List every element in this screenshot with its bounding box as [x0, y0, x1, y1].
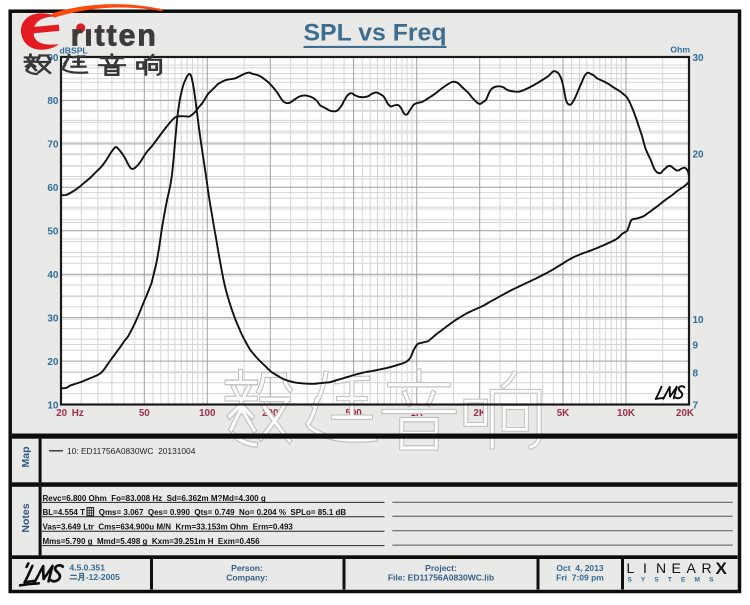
- svg-text:SPL vs Freq: SPL vs Freq: [304, 19, 447, 46]
- svg-text:Revc=6.800 Ohm Fo=83.008 Hz: Revc=6.800 Ohm Fo=83.008 Hz Sd=6.362m M?…: [43, 494, 266, 503]
- svg-text:Fri 7:09 pm: Fri 7:09 pm: [556, 573, 604, 583]
- svg-text:Project:: Project:: [425, 563, 457, 573]
- svg-text:20 Hz: 20 Hz: [56, 408, 84, 419]
- svg-text:60: 60: [47, 183, 59, 194]
- svg-text:100: 100: [199, 408, 216, 419]
- svg-text:File: ED11756A0830WC.lib: File: ED11756A0830WC.lib: [388, 573, 494, 583]
- svg-text:5K: 5K: [557, 408, 570, 419]
- svg-text:Qms= 3.067 Qes= 0.990 Qts= 0: Qms= 3.067 Qes= 0.990 Qts= 0.749 No= 0.2…: [97, 508, 347, 517]
- svg-text:70: 70: [47, 140, 59, 151]
- svg-text:-12-2005: -12-2005: [86, 572, 120, 582]
- svg-text:X: X: [716, 559, 728, 578]
- svg-text:30: 30: [693, 53, 705, 64]
- svg-text:50: 50: [139, 408, 150, 419]
- svg-text:BL=4.554 T: BL=4.554 T: [43, 508, 86, 517]
- svg-text:10: 10: [47, 400, 59, 411]
- svg-text:9: 9: [693, 340, 699, 351]
- svg-text:Company:: Company:: [226, 573, 268, 583]
- svg-text:Person:: Person:: [231, 563, 263, 573]
- svg-text:Mms=5.790 g Mmd=5.498 g Kxm=: Mms=5.790 g Mmd=5.498 g Kxm=39.251m H Ex…: [43, 537, 261, 546]
- svg-text:90: 90: [47, 53, 59, 64]
- svg-text:20: 20: [693, 150, 705, 161]
- svg-text:S Y S T E M S: S Y S T E M S: [628, 577, 715, 584]
- svg-text:Vas=3.649 Ltr Cms=634.900u M/: Vas=3.649 Ltr Cms=634.900u M/N Krm=33.15…: [43, 523, 294, 532]
- svg-text:Oct 4, 2013: Oct 4, 2013: [556, 563, 604, 573]
- svg-text:8: 8: [693, 368, 699, 379]
- svg-text:10: ED11756A0830WC 20131004: 10: ED11756A0830WC 20131004: [67, 446, 196, 456]
- svg-text:20: 20: [47, 357, 59, 368]
- svg-text:7: 7: [693, 400, 699, 411]
- svg-text:Notes: Notes: [20, 503, 32, 532]
- svg-text:2K: 2K: [473, 408, 486, 419]
- svg-text:40: 40: [47, 270, 59, 281]
- svg-text:30: 30: [47, 313, 59, 324]
- svg-text:4.5.0.351: 4.5.0.351: [70, 563, 106, 573]
- svg-text:10: 10: [693, 315, 705, 326]
- svg-text:rıtten: rıtten: [71, 19, 158, 53]
- svg-text:dBSPL: dBSPL: [60, 45, 88, 55]
- svg-text:80: 80: [47, 96, 59, 107]
- svg-text:10K: 10K: [617, 408, 635, 419]
- svg-text:Map: Map: [20, 447, 32, 468]
- svg-text:20K: 20K: [676, 408, 694, 419]
- svg-text:Ohm: Ohm: [670, 45, 690, 55]
- svg-text:50: 50: [47, 227, 59, 238]
